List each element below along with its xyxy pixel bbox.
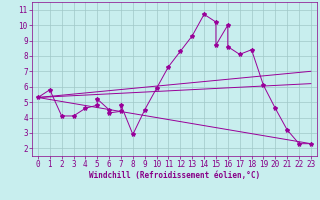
- X-axis label: Windchill (Refroidissement éolien,°C): Windchill (Refroidissement éolien,°C): [89, 171, 260, 180]
